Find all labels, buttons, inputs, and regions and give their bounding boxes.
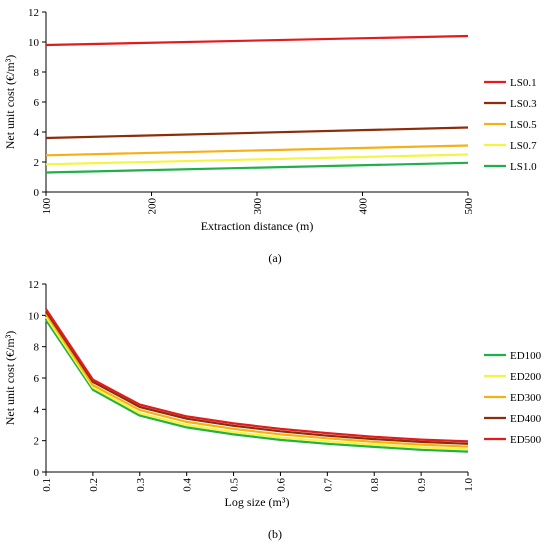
series-line-ed200 — [45, 316, 469, 451]
chart-panel-a: 0 2 4 6 8 10 12 100 200 300 400 500 Extraction dista… — [3, 7, 537, 265]
y-tick-label: 10 — [28, 37, 40, 49]
series-line-ed500 — [45, 308, 469, 443]
panel-label: (a) — [268, 251, 281, 265]
x-tick-label: 0.8 — [369, 478, 381, 492]
y-tick-label: 10 — [28, 310, 40, 322]
legend-label: ED500 — [510, 434, 542, 446]
x-tick-label: 0.6 — [275, 478, 287, 492]
x-tick-label: 300 — [252, 198, 264, 215]
x-tick-label: 400 — [358, 198, 370, 215]
y-tick-label: 0 — [34, 187, 40, 199]
legend-label: ED100 — [510, 350, 542, 362]
series-line-ed400 — [45, 310, 469, 445]
y-tick-label: 2 — [34, 436, 40, 448]
y-tick-label: 2 — [34, 157, 40, 169]
x-axis-title: Log size (m³) — [225, 495, 290, 509]
y-tick-label: 0 — [34, 467, 40, 479]
series-line-ls0-5 — [45, 144, 469, 157]
legend-label: LS1.0 — [510, 161, 537, 173]
y-tick-label: 12 — [28, 279, 39, 291]
legend-label: LS0.1 — [510, 77, 537, 89]
legend-label: LS0.3 — [510, 98, 537, 110]
x-tick-label: 0.7 — [322, 478, 334, 492]
x-tick-label: 0.2 — [88, 478, 100, 492]
x-tick-label: 100 — [41, 198, 53, 215]
y-tick-label: 12 — [28, 7, 39, 19]
y-axis-title: Net unit cost (€/m³) — [3, 55, 17, 150]
legend: ED100 ED200 ED300 ED400 ED500 — [484, 350, 542, 446]
y-axis-title: Net unit cost (€/m³) — [3, 331, 17, 426]
series-line-ed300 — [45, 313, 469, 448]
y-tick-label: 8 — [34, 342, 40, 354]
x-tick-label: 0.5 — [229, 478, 241, 492]
legend-label: LS0.5 — [510, 119, 537, 131]
x-tick-label: 0.4 — [182, 478, 194, 492]
panel-label: (b) — [268, 527, 282, 541]
series-line-ls0-3 — [45, 126, 469, 140]
series-line-ls1-0 — [45, 161, 469, 174]
legend-label: ED200 — [510, 371, 542, 383]
y-tick-label: 4 — [34, 127, 40, 139]
x-tick-label: 1.0 — [463, 478, 475, 492]
x-tick-label: 0.9 — [416, 478, 428, 492]
legend-label: ED300 — [510, 392, 542, 404]
legend: LS0.1 LS0.3 LS0.5 LS0.7 LS1.0 — [484, 77, 537, 173]
x-tick-label: 0.1 — [41, 478, 53, 492]
y-tick-label: 8 — [34, 67, 40, 79]
x-axis-title: Extraction distance (m) — [201, 219, 314, 233]
y-tick-label: 6 — [34, 373, 40, 385]
chart-panel-b: 0 2 4 6 8 10 12 0.1 0.2 0.3 0.4 0.5 0.6 0.7 0.8 0.9 1.0 L… — [3, 279, 542, 541]
y-tick-label: 4 — [34, 404, 40, 416]
legend-label: ED400 — [510, 413, 542, 425]
series-line-ed100 — [45, 319, 469, 453]
y-tick-label: 6 — [34, 97, 40, 109]
series-line-ls0-1 — [45, 34, 469, 47]
series-line-ls0-7 — [45, 153, 469, 166]
x-tick-label: 0.3 — [135, 478, 147, 492]
x-tick-label: 500 — [463, 198, 475, 215]
legend-label: LS0.7 — [510, 140, 537, 152]
x-tick-label: 200 — [147, 198, 159, 215]
